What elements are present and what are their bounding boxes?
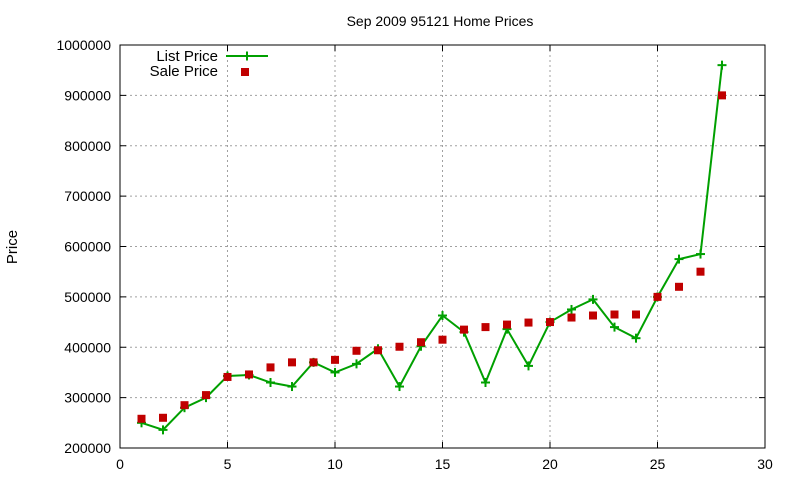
sale-price-point xyxy=(589,311,597,320)
y-tick-label: 200000 xyxy=(64,440,111,456)
list-price-point xyxy=(438,311,447,321)
sale-price-point xyxy=(352,346,361,355)
sale-price-point xyxy=(374,346,382,355)
sale-price-point xyxy=(632,310,640,319)
sale-price-point xyxy=(610,310,619,319)
sale-price-point xyxy=(202,391,210,400)
x-tick-label: 20 xyxy=(542,456,558,472)
sale-price-point xyxy=(567,313,576,322)
y-tick-label: 700000 xyxy=(64,188,111,204)
list-price-point xyxy=(631,333,641,343)
list-price-point xyxy=(674,254,684,264)
legend: List Price Sale Price xyxy=(150,48,268,80)
sale-price-point xyxy=(223,372,232,381)
x-tick-label: 15 xyxy=(435,456,451,472)
sale-price-point xyxy=(524,318,533,327)
list-price-point xyxy=(588,294,598,304)
list-price-point xyxy=(610,322,619,332)
y-tick-label: 400000 xyxy=(64,339,111,355)
y-tick-label: 1000000 xyxy=(56,37,111,53)
list-price-point xyxy=(481,378,490,388)
sale-price-point xyxy=(503,320,511,329)
sale-price-point xyxy=(288,358,296,367)
sale-price-point xyxy=(460,325,468,334)
list-price-point xyxy=(330,367,340,377)
sale-price-point xyxy=(331,355,339,364)
series-layer xyxy=(137,60,727,435)
sale-price-point xyxy=(546,318,554,327)
x-tick-label: 0 xyxy=(116,456,124,472)
y-tick-label: 600000 xyxy=(64,239,111,255)
legend-label-sale-price: Sale Price xyxy=(150,63,218,80)
x-tick-label: 10 xyxy=(327,456,343,472)
list-price-point xyxy=(287,382,297,392)
list-price-point xyxy=(524,361,533,371)
list-price-point xyxy=(266,378,275,388)
sale-price-point xyxy=(417,338,425,347)
sale-price-point xyxy=(395,342,404,351)
x-tick-label: 5 xyxy=(224,456,232,472)
list-price-point xyxy=(352,359,361,369)
list-price-point xyxy=(158,425,168,435)
list-price-point xyxy=(567,304,576,314)
sale-price-point xyxy=(718,91,726,100)
legend-key-sale-price-marker xyxy=(241,68,249,76)
y-tick-label: 500000 xyxy=(64,289,111,305)
list-price-point xyxy=(717,60,727,70)
y-tick-label: 800000 xyxy=(64,138,111,154)
sale-price-point xyxy=(675,282,683,291)
sale-price-point xyxy=(309,358,318,367)
chart-title: Sep 2009 95121 Home Prices xyxy=(347,13,534,29)
legend-key-list-price-marker xyxy=(242,51,252,61)
y-tick-label: 900000 xyxy=(64,87,111,103)
sale-price-point xyxy=(180,401,189,410)
list-price-line xyxy=(141,65,723,432)
y-axis-label: Price xyxy=(4,230,21,264)
axis-ticks: 0 5 10 15 20 25 30 200000 300000 400000 500000 6000… xyxy=(56,37,773,472)
sale-price-point xyxy=(245,370,253,379)
list-price-point xyxy=(395,382,404,392)
sale-price-point xyxy=(266,363,275,372)
sale-price-point xyxy=(653,292,662,301)
sale-price-point xyxy=(438,335,447,344)
list-price-point xyxy=(696,249,705,259)
sale-price-point xyxy=(159,413,167,422)
sale-price-point xyxy=(481,323,490,332)
series-sale-price xyxy=(137,91,726,423)
sale-price-point xyxy=(137,414,146,423)
y-tick-label: 300000 xyxy=(64,390,111,406)
sale-price-point xyxy=(696,267,705,276)
x-tick-label: 25 xyxy=(650,456,666,472)
x-tick-label: 30 xyxy=(757,456,773,472)
legend-label-list-price: List Price xyxy=(156,48,218,65)
